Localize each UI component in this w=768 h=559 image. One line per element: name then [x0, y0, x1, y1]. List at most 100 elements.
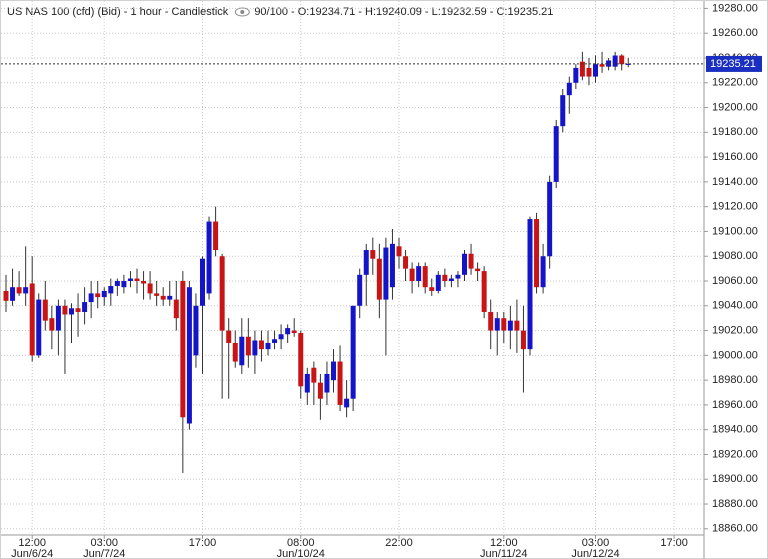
candle-body	[514, 320, 520, 331]
candle-body	[75, 308, 81, 312]
candle-body	[337, 361, 343, 405]
y-tick-label: 19280.00	[712, 2, 758, 14]
y-tick-label: 19200.00	[712, 101, 758, 113]
candle-body	[625, 63, 631, 65]
candle-body	[324, 373, 330, 393]
candle-body	[232, 342, 238, 362]
x-tick-label: 22:00	[385, 537, 413, 549]
y-tick-label: 19060.00	[712, 275, 758, 287]
candle-body	[258, 340, 264, 350]
candle-body	[363, 250, 369, 275]
ohlc-readout: 90/100 - O:19234.71 - H:19240.09 - L:192…	[254, 6, 553, 18]
candle-body	[520, 330, 526, 350]
candle-body	[370, 250, 376, 259]
y-tick-label: 19020.00	[712, 324, 758, 336]
y-tick-label: 19040.00	[712, 300, 758, 312]
candle-body	[298, 333, 304, 387]
candle-body	[239, 336, 245, 366]
y-tick-label: 19220.00	[712, 77, 758, 89]
candle-body	[160, 295, 166, 300]
candle-body	[114, 281, 120, 286]
y-tick-label: 19180.00	[712, 126, 758, 138]
candle-body	[350, 305, 356, 399]
candle-body	[42, 299, 48, 321]
candle-body	[213, 221, 219, 251]
candle-body	[416, 266, 422, 282]
candle-body	[494, 318, 500, 331]
candle-body	[55, 305, 61, 331]
chart-title: US NAS 100 (cfd) (Bid) - 1 hour - Candle…	[7, 6, 229, 18]
candle-body	[475, 268, 481, 272]
candle-body	[481, 271, 487, 312]
candle-body	[573, 67, 579, 83]
candle-body	[442, 274, 448, 282]
candle-body	[29, 283, 35, 356]
x-tick-label: 08:00	[287, 537, 315, 549]
x-tick-label: 03:00	[582, 537, 610, 549]
candle-body	[527, 219, 533, 350]
candle-body	[606, 60, 612, 67]
candle-body	[389, 243, 395, 288]
candle-body	[396, 246, 402, 257]
y-tick-label: 19100.00	[712, 225, 758, 237]
y-tick-label: 19000.00	[712, 349, 758, 361]
y-tick-label: 18900.00	[712, 473, 758, 485]
x-date-label: Jun/11/24	[480, 548, 528, 559]
y-tick-label: 19160.00	[712, 151, 758, 163]
x-date-label: Jun/7/24	[83, 548, 125, 559]
candle-body	[612, 55, 618, 67]
x-date-label: Jun/10/24	[277, 548, 325, 559]
x-tick-label: 17:00	[660, 537, 688, 549]
last-price-label: 19235.21	[710, 58, 756, 70]
candle-body	[193, 305, 199, 356]
candle-body	[245, 336, 251, 356]
candle-body	[317, 382, 323, 399]
y-tick-label: 18860.00	[712, 523, 758, 535]
candle-body	[403, 256, 409, 269]
candle-body	[36, 299, 42, 356]
y-tick-label: 19140.00	[712, 176, 758, 188]
candle-body	[278, 334, 284, 340]
candle-body	[579, 61, 585, 77]
candle-body	[435, 274, 441, 291]
candle-body	[357, 274, 363, 306]
candle-body	[10, 287, 16, 301]
candle-body	[468, 253, 474, 269]
candle-body	[547, 181, 553, 257]
candle-body	[226, 330, 232, 343]
y-tick-label: 18980.00	[712, 374, 758, 386]
y-tick-label: 18880.00	[712, 498, 758, 510]
last-price-tag	[706, 55, 762, 72]
candle-body	[141, 281, 147, 284]
candle-body	[167, 295, 173, 300]
candle-body	[252, 340, 258, 356]
eye-icon[interactable]	[234, 7, 250, 17]
x-tick-label: 17:00	[189, 537, 217, 549]
candle-body	[376, 258, 382, 300]
candle-body	[186, 287, 192, 424]
x-tick-label: 12:00	[490, 537, 518, 549]
y-tick-label: 18940.00	[712, 424, 758, 436]
candle-body	[448, 278, 454, 282]
candle-body	[566, 82, 572, 96]
candle-body	[409, 268, 415, 282]
candle-body	[304, 373, 310, 393]
candle-body	[285, 328, 291, 335]
candle-body	[344, 398, 350, 408]
candle-body	[3, 290, 9, 301]
candle-body	[534, 219, 540, 288]
candle-body	[619, 55, 625, 65]
candle-body	[173, 299, 179, 319]
candle-body	[82, 302, 88, 312]
candle-body	[95, 293, 101, 298]
y-tick-label: 18920.00	[712, 448, 758, 460]
x-tick-label: 12:00	[18, 537, 46, 549]
x-date-label: Jun/6/24	[11, 548, 53, 559]
x-tick-label: 03:00	[90, 537, 118, 549]
candle-body	[154, 293, 160, 296]
candle-body	[429, 287, 435, 291]
candle-body	[272, 339, 278, 343]
candle-body	[134, 278, 140, 282]
candle-body	[462, 253, 467, 275]
candle-body	[311, 367, 317, 383]
